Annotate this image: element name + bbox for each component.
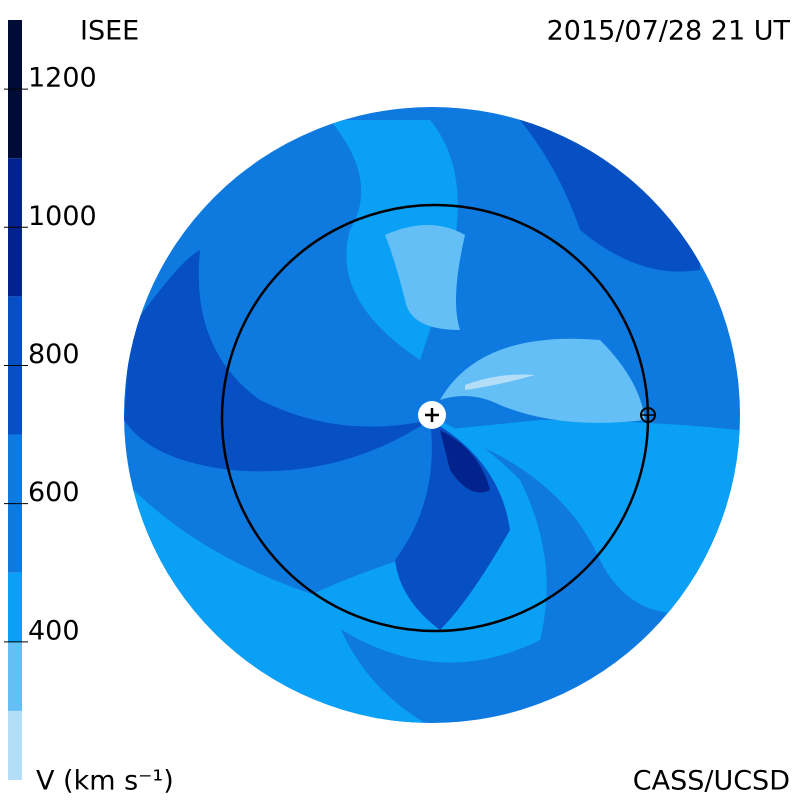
region bbox=[385, 225, 465, 330]
timestamp: 2015/07/28 21 UT bbox=[547, 16, 791, 47]
tick-label: 800 bbox=[28, 339, 80, 370]
region bbox=[440, 420, 740, 614]
region bbox=[124, 250, 430, 472]
colorbar-band bbox=[8, 641, 22, 711]
tick-label: 1200 bbox=[28, 63, 97, 94]
sun-marker bbox=[425, 408, 439, 422]
region bbox=[520, 120, 700, 272]
tick-label: 600 bbox=[28, 477, 80, 508]
region bbox=[465, 374, 535, 390]
region bbox=[440, 338, 645, 423]
colorbar-label: V (km s⁻¹) bbox=[36, 766, 174, 797]
credit: CASS/UCSD bbox=[633, 766, 790, 797]
velocity-map bbox=[124, 107, 740, 723]
tick-label: 400 bbox=[28, 615, 80, 646]
earth-marker bbox=[641, 408, 655, 422]
region bbox=[440, 430, 490, 493]
colorbar-band bbox=[8, 572, 22, 642]
colorbar-band bbox=[8, 710, 22, 780]
colorbar: 400 600 800 1000 1200 bbox=[4, 20, 97, 780]
title: ISEE bbox=[80, 16, 139, 47]
tick-label: 1000 bbox=[28, 201, 97, 232]
